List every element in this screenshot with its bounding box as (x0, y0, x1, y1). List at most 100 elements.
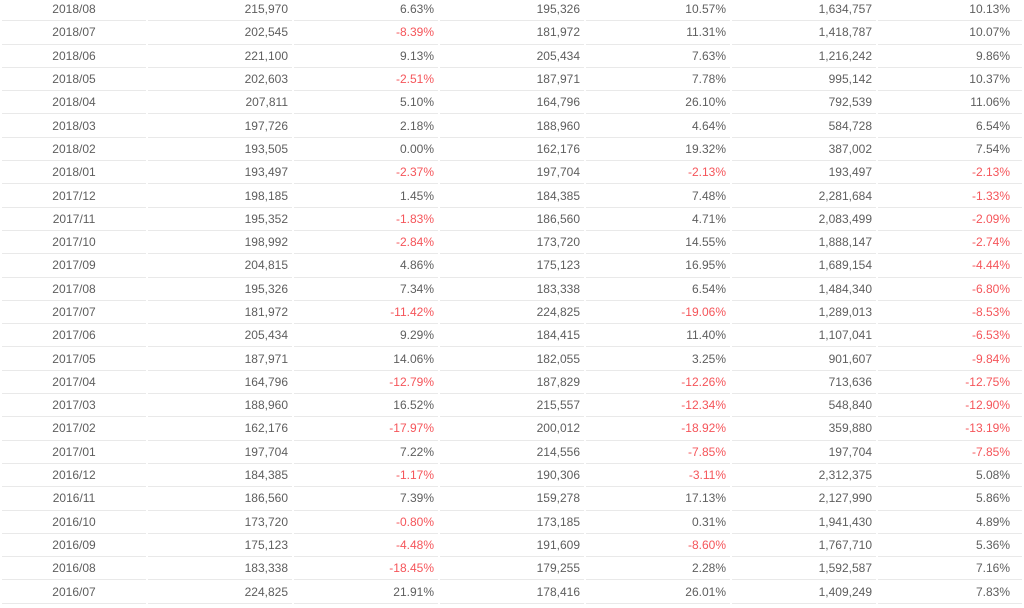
cell-date: 2017/03 (2, 394, 146, 418)
cell-date: 2017/04 (2, 371, 146, 395)
cell-p1: 1.45% (294, 184, 438, 208)
cell-p1: 21.91% (294, 580, 438, 604)
cell-date: 2016/09 (2, 534, 146, 558)
cell-v2: 186,560 (440, 208, 584, 231)
cell-p1: 7.22% (294, 441, 438, 464)
cell-p2: -19.06% (586, 301, 730, 325)
cell-v2: 184,385 (440, 184, 584, 208)
cell-date: 2018/04 (2, 91, 146, 115)
cell-v1: 181,972 (148, 301, 292, 325)
cell-v3: 713,636 (732, 371, 876, 395)
cell-v2: 205,434 (440, 45, 584, 68)
cell-v1: 183,338 (148, 557, 292, 581)
cell-v3: 359,880 (732, 417, 876, 441)
cell-v3: 1,107,041 (732, 324, 876, 348)
cell-v3: 2,281,684 (732, 184, 876, 208)
cell-v1: 224,825 (148, 580, 292, 604)
table-row: 2017/11 195,352 -1.83% 186,560 4.71% 2,083,49… (2, 208, 1022, 231)
cell-p2: -3.11% (586, 464, 730, 488)
cell-v1: 188,960 (148, 394, 292, 418)
cell-p3: -4.44% (878, 254, 1022, 278)
cell-date: 2017/12 (2, 184, 146, 208)
cell-p3: -2.09% (878, 208, 1022, 231)
table-row: 2016/07 224,825 21.91% 178,416 26.01% 1,409,2… (2, 580, 1022, 604)
cell-v3: 197,704 (732, 441, 876, 464)
cell-date: 2016/11 (2, 487, 146, 511)
cell-p3: 10.07% (878, 21, 1022, 45)
cell-date: 2017/05 (2, 347, 146, 371)
cell-v2: 214,556 (440, 441, 584, 464)
cell-v3: 1,634,757 (732, 0, 876, 22)
cell-v2: 182,055 (440, 347, 584, 371)
cell-v2: 181,972 (440, 21, 584, 45)
cell-p3: 10.37% (878, 68, 1022, 92)
table-row: 2016/08 183,338 -18.45% 179,255 2.28% 1,592,5… (2, 557, 1022, 581)
cell-v3: 1,484,340 (732, 278, 876, 301)
cell-v2: 162,176 (440, 138, 584, 162)
cell-p2: 16.95% (586, 254, 730, 278)
cell-v1: 193,505 (148, 138, 292, 162)
cell-v2: 190,306 (440, 464, 584, 488)
cell-v3: 792,539 (732, 91, 876, 115)
cell-p2: 3.25% (586, 347, 730, 371)
cell-v1: 173,720 (148, 511, 292, 534)
cell-v3: 1,592,587 (732, 557, 876, 581)
cell-p3: 9.86% (878, 45, 1022, 68)
cell-p2: -8.60% (586, 534, 730, 558)
cell-p3: -6.80% (878, 278, 1022, 301)
cell-p1: 7.39% (294, 487, 438, 511)
table-row: 2017/01 197,704 7.22% 214,556 -7.85% 197,704-… (2, 441, 1022, 464)
cell-p2: 2.28% (586, 557, 730, 581)
cell-p3: 5.08% (878, 464, 1022, 488)
cell-v1: 198,992 (148, 231, 292, 255)
cell-p1: -1.17% (294, 464, 438, 488)
cell-p1: -11.42% (294, 301, 438, 325)
cell-v1: 202,545 (148, 21, 292, 45)
cell-v2: 179,255 (440, 557, 584, 581)
table-row: 2016/10 173,720 -0.80% 173,185 0.31% 1,941,43… (2, 511, 1022, 534)
cell-date: 2016/12 (2, 464, 146, 488)
cell-p2: 4.71% (586, 208, 730, 231)
cell-v2: 187,829 (440, 371, 584, 395)
cell-v1: 204,815 (148, 254, 292, 278)
cell-v2: 197,704 (440, 161, 584, 185)
cell-p1: 14.06% (294, 347, 438, 371)
table-row: 2017/04 164,796 -12.79% 187,829 -12.26% 713,6… (2, 371, 1022, 395)
table-row: 2018/08 215,970 6.63% 195,326 10.57% 1,634,75… (2, 0, 1022, 22)
cell-p2: 11.40% (586, 324, 730, 348)
cell-date: 2016/08 (2, 557, 146, 581)
cell-v2: 183,338 (440, 278, 584, 301)
table-row: 2018/01 193,497 -2.37% 197,704 -2.13% 193,497… (2, 161, 1022, 185)
table-row: 2017/08 195,326 7.34% 183,338 6.54% 1,484,340… (2, 278, 1022, 301)
cell-p2: 26.01% (586, 580, 730, 604)
cell-v2: 187,971 (440, 68, 584, 92)
cell-p2: 7.63% (586, 45, 730, 68)
cell-p1: 9.29% (294, 324, 438, 348)
table-row: 2018/05 202,603 -2.51% 187,971 7.78% 995,142 1… (2, 68, 1022, 92)
cell-v1: 187,971 (148, 347, 292, 371)
cell-p1: 16.52% (294, 394, 438, 418)
cell-v3: 1,216,242 (732, 45, 876, 68)
table-row: 2017/07 181,972 -11.42% 224,825 -19.06% 1,289… (2, 301, 1022, 325)
cell-v3: 2,083,499 (732, 208, 876, 231)
cell-v2: 164,796 (440, 91, 584, 115)
cell-date: 2017/10 (2, 231, 146, 255)
cell-p2: 10.57% (586, 0, 730, 22)
cell-date: 2018/08 (2, 0, 146, 22)
cell-p3: -7.85% (878, 441, 1022, 464)
cell-v2: 191,609 (440, 534, 584, 558)
cell-p2: 7.78% (586, 68, 730, 92)
cell-p2: -2.13% (586, 161, 730, 185)
cell-p2: 14.55% (586, 231, 730, 255)
cell-p1: 2.18% (294, 114, 438, 138)
cell-date: 2016/07 (2, 580, 146, 604)
cell-v1: 198,185 (148, 184, 292, 208)
cell-p2: 7.48% (586, 184, 730, 208)
cell-date: 2018/06 (2, 45, 146, 68)
cell-p2: 26.10% (586, 91, 730, 115)
cell-v1: 193,497 (148, 161, 292, 185)
cell-p1: 6.63% (294, 0, 438, 22)
cell-v2: 173,185 (440, 511, 584, 534)
cell-v3: 2,312,375 (732, 464, 876, 488)
cell-p3: -12.90% (878, 394, 1022, 418)
